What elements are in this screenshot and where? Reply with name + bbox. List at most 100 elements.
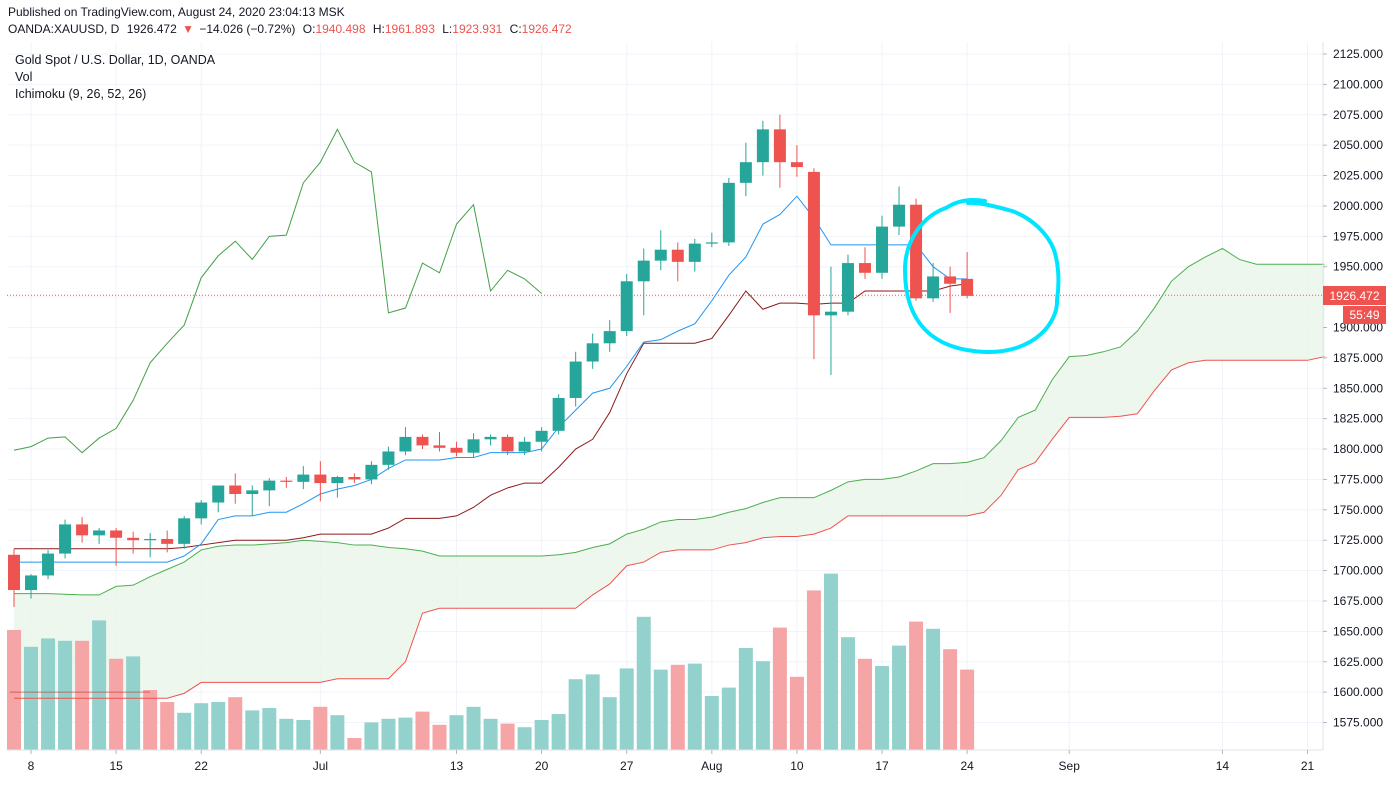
volume-bar xyxy=(7,630,21,750)
candle-body xyxy=(552,397,565,431)
volume-bar xyxy=(840,637,855,750)
volume-bar xyxy=(568,679,583,750)
price-tick-label: 1725.000 xyxy=(1333,533,1383,547)
ichimoku-lines xyxy=(7,128,1325,699)
volume-bar xyxy=(755,661,770,750)
volume-bar xyxy=(313,706,328,750)
time-tick-label: 22 xyxy=(195,759,209,773)
time-tick-label: 21 xyxy=(1301,759,1315,773)
candle-body xyxy=(297,474,310,482)
volume-bar xyxy=(858,658,872,750)
volume-bar xyxy=(211,702,226,750)
open-label: O: xyxy=(302,22,316,36)
high-label: H: xyxy=(372,22,385,36)
price-tick-label: 1650.000 xyxy=(1333,624,1383,638)
candle-body xyxy=(620,281,633,332)
volume-bar xyxy=(347,738,362,750)
price-axis[interactable]: 2125.000 2100.000 2075.000 2050.000 2025.000… xyxy=(1322,42,1383,750)
volume-bar xyxy=(58,640,73,750)
price-tick-label: 1700.000 xyxy=(1333,564,1383,578)
volume-bar xyxy=(92,620,107,750)
candle-body xyxy=(637,260,650,282)
legend-vol[interactable]: Vol xyxy=(15,70,33,84)
candle-body xyxy=(263,480,276,491)
candle-body xyxy=(365,464,378,480)
last-price: 1926.472 xyxy=(126,22,177,36)
candle-body xyxy=(927,276,940,299)
time-tick-label: Aug xyxy=(701,759,722,773)
candle-body xyxy=(893,204,906,227)
price-tick-label: 2100.000 xyxy=(1333,77,1383,91)
candle-body xyxy=(433,445,446,448)
last-price-tag-value: 1926.472 xyxy=(1329,289,1379,303)
volume-bar xyxy=(926,628,941,750)
price-change: −14.026 (−0.72%) xyxy=(199,22,296,36)
volume-bar xyxy=(687,663,702,750)
candle-body xyxy=(93,530,106,536)
volume-bar xyxy=(653,669,668,750)
candle-body xyxy=(280,480,293,482)
candle-body xyxy=(824,311,837,316)
candle-body xyxy=(144,538,157,541)
span-a-line xyxy=(14,247,1325,596)
volume-bar xyxy=(160,702,175,750)
volume-bar xyxy=(398,717,413,750)
volume-bar xyxy=(517,727,532,750)
time-tick-label: Sep xyxy=(1059,759,1081,773)
price-tick-label: 1950.000 xyxy=(1333,260,1383,274)
price-tick-label: 1675.000 xyxy=(1333,594,1383,608)
candle-body xyxy=(450,447,463,453)
volume-bar xyxy=(262,708,277,750)
volume-bar xyxy=(500,723,515,750)
price-tick-label: 1600.000 xyxy=(1333,685,1383,699)
volume-bar xyxy=(75,640,90,750)
volume-bar xyxy=(41,638,56,750)
volume-bar xyxy=(177,712,192,750)
close-label: C: xyxy=(509,22,522,36)
candle-body xyxy=(569,361,582,398)
candle-body xyxy=(876,226,889,273)
price-tick-label: 1825.000 xyxy=(1333,412,1383,426)
candle-body xyxy=(178,518,191,544)
candle-body xyxy=(841,263,854,312)
candles xyxy=(8,114,974,608)
volume-bar xyxy=(483,718,498,750)
candle-body xyxy=(8,554,20,591)
candle-body xyxy=(944,276,957,284)
span-b-line xyxy=(14,356,1325,699)
legend-ichimoku[interactable]: Ichimoku (9, 26, 52, 26) xyxy=(15,87,147,101)
high-value: 1961.893 xyxy=(384,22,435,36)
volume-bar xyxy=(109,658,124,750)
candle-body xyxy=(399,436,412,452)
time-tick-label: 8 xyxy=(28,759,35,773)
volume-bar xyxy=(875,666,890,750)
open-value: 1940.498 xyxy=(315,22,366,36)
candle-body xyxy=(467,439,480,453)
volume-bar xyxy=(738,648,753,750)
cloud-fill xyxy=(14,248,1325,699)
time-tick-label: 10 xyxy=(790,759,804,773)
candle-body xyxy=(246,490,259,495)
candle-body xyxy=(484,436,497,440)
volume-bars xyxy=(7,573,975,750)
volume-bar xyxy=(364,722,379,750)
time-tick-label: 17 xyxy=(875,759,889,773)
legend-title[interactable]: Gold Spot / U.S. Dollar, 1D, OANDA xyxy=(15,53,216,67)
candle-body xyxy=(603,331,616,344)
candle-body xyxy=(756,129,769,163)
price-tick-label: 1775.000 xyxy=(1333,472,1383,486)
annotation-circle[interactable] xyxy=(902,197,1061,355)
volume-bar xyxy=(415,711,430,750)
time-axis[interactable]: 8 15 22 Jul 13 20 27 Aug 10 17 24 Sep 14 21 xyxy=(7,749,1323,773)
volume-bar xyxy=(721,687,736,750)
volume-bar xyxy=(636,616,651,750)
volume-bar xyxy=(126,656,141,750)
volume-bar xyxy=(279,718,294,750)
time-tick-label: 20 xyxy=(535,759,549,773)
price-tick-label: 2000.000 xyxy=(1333,199,1383,213)
candle-body xyxy=(76,524,89,536)
candle-body xyxy=(688,243,701,262)
candle-body xyxy=(773,129,786,163)
price-tick-label: 1800.000 xyxy=(1333,442,1383,456)
